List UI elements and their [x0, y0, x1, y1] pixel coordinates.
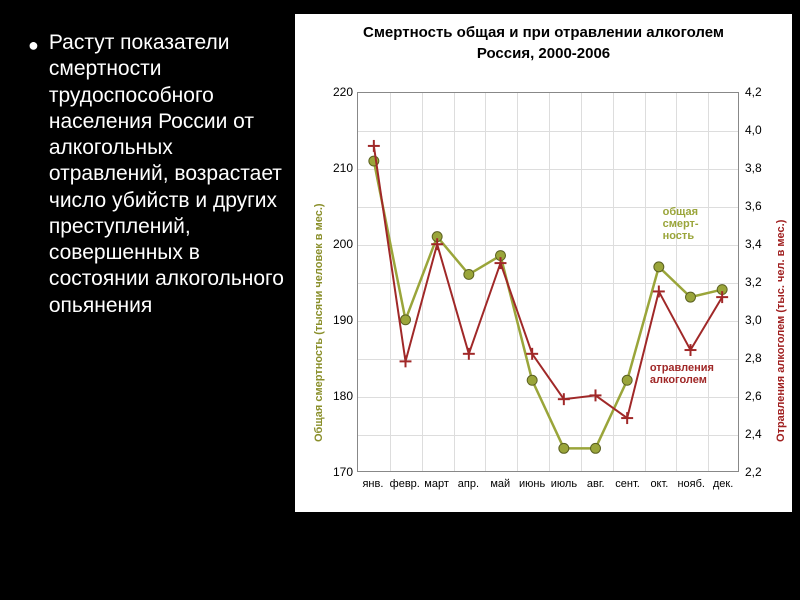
marker-circle [654, 262, 664, 272]
marker-plus [526, 348, 538, 360]
bullet-dot: ● [28, 36, 39, 319]
plot-area [357, 92, 739, 472]
marker-circle [591, 443, 601, 453]
marker-circle [464, 269, 474, 279]
chart-subtitle: Россия, 2000-2006 [295, 41, 792, 62]
plot-svg [358, 93, 738, 471]
marker-circle [527, 375, 537, 385]
chart-title: Смертность общая и при отравлении алкого… [295, 14, 792, 41]
y2-tick-label: 3,8 [745, 161, 785, 175]
marker-circle [686, 292, 696, 302]
y1-axis-title: Общая смертность (тысячи человек в мес.) [313, 203, 325, 442]
marker-plus [368, 140, 380, 152]
y2-tick-label: 3,6 [745, 199, 785, 213]
marker-plus [685, 344, 697, 356]
marker-circle [559, 443, 569, 453]
y2-tick-label: 2,2 [745, 465, 785, 479]
y2-tick-label: 4,2 [745, 85, 785, 99]
slide-text-panel: ● Растут показатели смертности трудоспос… [0, 0, 295, 600]
marker-plus [558, 393, 570, 405]
y2-axis-title: Отравления алкоголем (тыс. чел. в мес.) [775, 219, 787, 441]
y1-tick-label: 220 [313, 85, 353, 99]
marker-plus [653, 285, 665, 297]
y1-tick-label: 170 [313, 465, 353, 479]
marker-plus [463, 348, 475, 360]
marker-circle [401, 315, 411, 325]
y1-tick-label: 210 [313, 161, 353, 175]
series-label: общаясмерт-ность [663, 206, 699, 242]
slide-bullet-text: Растут показатели смертности трудоспособ… [49, 30, 285, 319]
chart-panel: Смертность общая и при отравлении алкого… [295, 14, 792, 512]
marker-circle [622, 375, 632, 385]
y2-tick-label: 4,0 [745, 123, 785, 137]
series-line [374, 161, 722, 448]
series-label: отравленияалкоголем [650, 362, 714, 386]
x-tick-label: дек. [703, 478, 743, 490]
marker-plus [400, 355, 412, 367]
